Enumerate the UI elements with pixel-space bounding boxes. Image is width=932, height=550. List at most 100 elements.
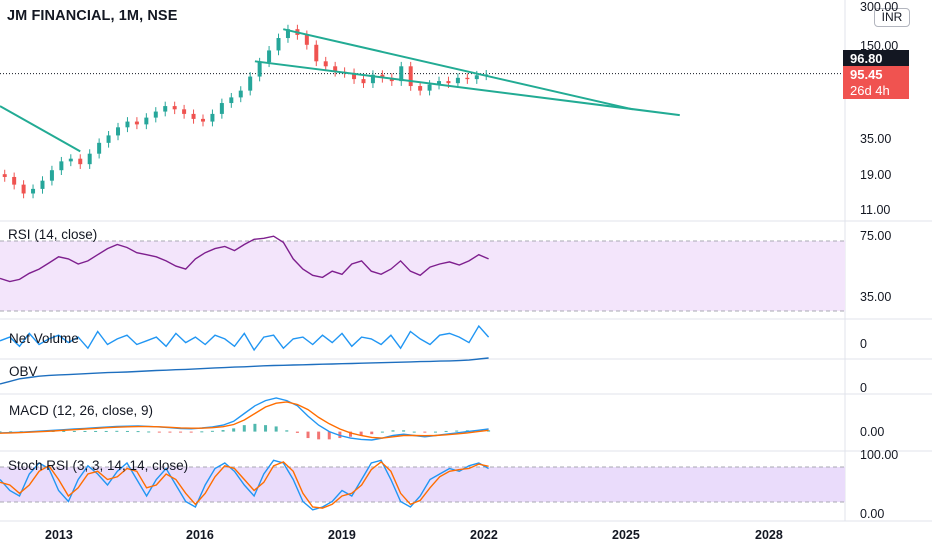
- macd-hist-bar-33: [349, 431, 353, 437]
- price-tick-19: 19.00: [860, 168, 892, 182]
- candle-body-38: [361, 79, 366, 84]
- stoch-rsi-pane[interactable]: [0, 459, 489, 511]
- macd-hist-bar-34: [359, 431, 363, 436]
- macd-hist-bar-28: [295, 431, 299, 433]
- rsi-pane[interactable]: [0, 235, 489, 283]
- indicator-bands: [0, 240, 845, 503]
- macd-hist-bar-38: [402, 430, 406, 432]
- price-pane[interactable]: [0, 24, 845, 199]
- macd-hist-bar-17: [179, 431, 183, 433]
- macd-hist-bar-1: [9, 431, 13, 433]
- candle-body-47: [446, 81, 451, 84]
- candle-body-44: [418, 86, 423, 91]
- macd-hist-bar-41: [433, 431, 437, 433]
- macd-pane[interactable]: [0, 397, 491, 441]
- currency-badge[interactable]: INR: [874, 8, 910, 27]
- rsi-rsi-line: [0, 235, 489, 283]
- macd-hist-bar-27: [285, 430, 289, 432]
- candle-body-33: [314, 44, 319, 62]
- candle-body-4: [40, 180, 45, 189]
- candle-body-6: [59, 161, 64, 171]
- stoch-tick-0: 0.00: [860, 507, 885, 521]
- macd-hist-bar-30: [317, 431, 321, 440]
- last-price-tag: 95.45: [843, 66, 909, 83]
- rsi-title[interactable]: RSI (14, close): [8, 227, 98, 242]
- macd-hist-bar-15: [157, 431, 161, 433]
- macd-hist-bar-26: [274, 426, 278, 432]
- candle-body-13: [125, 121, 130, 128]
- net-volume-pane[interactable]: [0, 324, 490, 352]
- candle-body-7: [68, 158, 73, 162]
- candle-body-34: [323, 61, 328, 67]
- candle-body-18: [172, 106, 177, 110]
- candle-body-27: [257, 62, 262, 77]
- obv-title[interactable]: OBV: [9, 364, 38, 379]
- candle-body-48: [455, 77, 460, 84]
- rsi-tick-75: 75.00: [860, 229, 892, 243]
- rsi-tick-35: 35.00: [860, 290, 892, 304]
- candle-body-21: [200, 118, 205, 122]
- stoch-rsi-title[interactable]: Stoch RSI (3, 3, 14, 14, close): [8, 458, 189, 473]
- net-volume-title[interactable]: Net Volume: [9, 331, 79, 346]
- candle-body-43: [408, 66, 413, 87]
- obv-pane[interactable]: [0, 357, 489, 385]
- x-tick-2019: 2019: [328, 528, 356, 542]
- obv-tick-0: 0: [860, 381, 867, 395]
- price-tick-150: 150.00: [860, 39, 899, 53]
- macd-hist-bar-9: [94, 430, 98, 432]
- candle-body-5: [49, 170, 54, 181]
- candle-body-2: [21, 184, 26, 194]
- macd-hist-bar-13: [136, 431, 140, 433]
- high-price-tag: 96.80: [843, 50, 909, 67]
- macd-hist-bar-19: [200, 431, 204, 433]
- macd-hist-bar-29: [306, 431, 310, 439]
- x-tick-2022: 2022: [470, 528, 498, 542]
- macd-hist-bar-43: [455, 430, 459, 432]
- macd-hist-bar-31: [327, 431, 331, 440]
- price-tick-35: 35.00: [860, 132, 892, 146]
- candle-body-28: [267, 50, 272, 63]
- macd-hist-bar-24: [253, 423, 257, 432]
- x-tick-2013: 2013: [45, 528, 73, 542]
- macd-hist-bar-22: [232, 428, 236, 432]
- macd-hist-bar-39: [412, 431, 416, 433]
- candle-body-20: [191, 113, 196, 119]
- price-tick-300: 300.00: [860, 0, 899, 14]
- macd-hist-bar-16: [168, 431, 172, 433]
- netvol-net-volume-line: [0, 324, 490, 352]
- candle-body-22: [210, 113, 215, 122]
- candle-body-12: [116, 127, 121, 136]
- candle-body-17: [163, 106, 168, 112]
- trendline-1: [283, 28, 633, 111]
- candle-body-11: [106, 135, 111, 143]
- rsi-band: [0, 241, 845, 311]
- macd-hist-bar-8: [83, 430, 87, 432]
- x-tick-2025: 2025: [612, 528, 640, 542]
- macd-hist-bar-6: [62, 430, 66, 432]
- obv-obv-line: [0, 357, 489, 385]
- macd-hist-bar-23: [242, 425, 246, 432]
- stoch-band: [0, 467, 845, 502]
- candle-body-42: [399, 66, 404, 82]
- stoch--k-line: [0, 459, 489, 511]
- macd-hist-bar-36: [380, 431, 384, 433]
- candle-body-29: [276, 38, 281, 51]
- candle-body-26: [248, 76, 253, 91]
- candle-body-40: [380, 74, 385, 78]
- candle-body-16: [153, 111, 158, 118]
- candle-body-32: [304, 34, 309, 45]
- macd-title[interactable]: MACD (12, 26, close, 9): [9, 403, 154, 418]
- netvol-tick-0: 0: [860, 337, 867, 351]
- countdown-tag: 26d 4h: [843, 82, 909, 99]
- stoch--d-line: [0, 460, 489, 509]
- trendline-2: [254, 60, 680, 117]
- candle-body-30: [285, 29, 290, 39]
- macd-hist-bar-25: [264, 425, 268, 432]
- candle-body-3: [31, 188, 36, 194]
- candle-body-8: [78, 158, 83, 165]
- macd-hist-bar-11: [115, 430, 119, 432]
- candle-body-1: [12, 176, 17, 185]
- chart-title: JM FINANCIAL, 1M, NSE: [7, 8, 178, 24]
- x-tick-2016: 2016: [186, 528, 214, 542]
- stoch-tick-100: 100.00: [860, 448, 899, 462]
